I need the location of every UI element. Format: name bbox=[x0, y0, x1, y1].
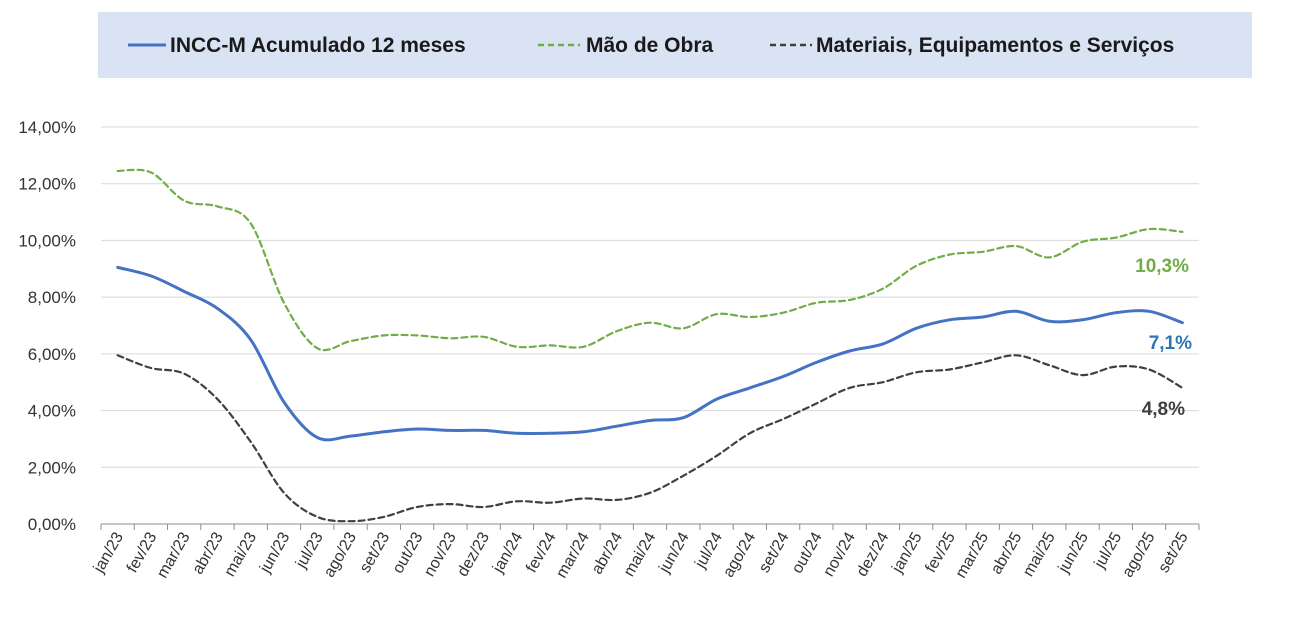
x-tick-label: mai/25 bbox=[1020, 529, 1059, 579]
x-tick-label: ago/25 bbox=[1119, 529, 1158, 580]
end-label-incc: 7,1% bbox=[1149, 333, 1192, 354]
x-tick-label: fev/23 bbox=[124, 529, 161, 575]
x-tick-label: jul/25 bbox=[1091, 529, 1125, 572]
series-line-materiais bbox=[116, 354, 1184, 523]
x-tick-label: set/24 bbox=[756, 529, 793, 575]
x-tick-label: jun/24 bbox=[656, 529, 693, 576]
x-tick-label: jun/25 bbox=[1055, 529, 1092, 576]
legend-label-incc: INCC-M Acumulado 12 meses bbox=[170, 34, 466, 57]
x-tick-label: jul/23 bbox=[292, 529, 326, 572]
x-tick-label: fev/24 bbox=[523, 529, 560, 575]
legend: INCC-M Acumulado 12 meses Mão de Obra Ma… bbox=[98, 12, 1252, 78]
x-tick-label: jun/23 bbox=[256, 529, 293, 576]
y-tick-label: 12,00% bbox=[18, 175, 76, 194]
x-tick-label: ago/23 bbox=[321, 529, 360, 580]
y-tick-label: 2,00% bbox=[28, 458, 76, 477]
x-tick-label: dez/24 bbox=[854, 529, 893, 579]
series-line-incc bbox=[116, 265, 1184, 442]
legend-label-materiais: Materiais, Equipamentos e Serviços bbox=[816, 34, 1174, 57]
x-tick-label: jan/25 bbox=[889, 529, 926, 576]
x-tick-label: mar/24 bbox=[553, 529, 593, 581]
y-tick-label: 14,00% bbox=[18, 118, 76, 137]
series-line-mao-de-obra bbox=[116, 168, 1184, 352]
gridlines bbox=[101, 126, 1199, 468]
legend-label-mao-de-obra: Mão de Obra bbox=[586, 34, 714, 57]
end-label-materiais: 4,8% bbox=[1142, 399, 1185, 420]
legend-box bbox=[98, 12, 1252, 78]
x-tick-label: mar/25 bbox=[953, 529, 993, 581]
x-tick-label: jan/23 bbox=[90, 529, 127, 576]
x-tick-label: mar/23 bbox=[154, 529, 194, 581]
y-tick-label: 0,00% bbox=[28, 515, 76, 534]
y-tick-label: 6,00% bbox=[28, 345, 76, 364]
x-tick-label: set/23 bbox=[357, 529, 394, 575]
x-tick-label: jan/24 bbox=[489, 529, 526, 576]
y-tick-label: 10,00% bbox=[18, 231, 76, 250]
x-tick-label: fev/25 bbox=[922, 529, 959, 575]
x-tick-label: jul/24 bbox=[692, 529, 726, 572]
x-tick-label: dez/23 bbox=[454, 529, 493, 579]
x-tick-label: ago/24 bbox=[720, 529, 759, 580]
x-tick-label: nov/24 bbox=[820, 529, 859, 579]
series-lines bbox=[116, 168, 1184, 523]
y-tick-label: 8,00% bbox=[28, 288, 76, 307]
y-tick-label: 4,00% bbox=[28, 402, 76, 421]
end-label-mao-de-obra: 10,3% bbox=[1135, 256, 1189, 277]
x-tick-label: mai/24 bbox=[621, 529, 660, 579]
y-axis-ticks: 0,00% 2,00% 4,00% 6,00% 8,00% 10,00% 12,00% 14,… bbox=[18, 118, 76, 534]
x-tick-label: set/25 bbox=[1155, 529, 1192, 575]
x-tick-label: mai/23 bbox=[221, 529, 260, 579]
